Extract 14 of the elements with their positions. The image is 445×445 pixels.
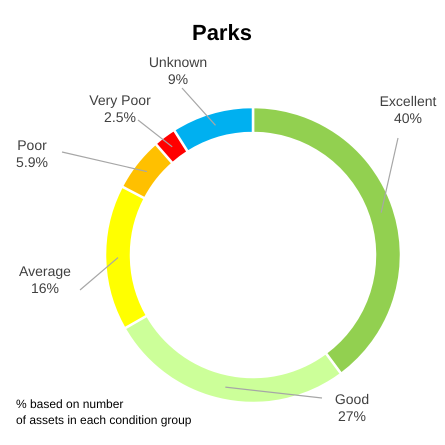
slice-label: Very Poor xyxy=(89,92,152,108)
data-label: 27% xyxy=(338,408,366,424)
data-label: 5.9% xyxy=(16,154,48,170)
slice-label: Average xyxy=(19,263,72,279)
text: % based on number of assets in each condition group xyxy=(16,397,192,427)
slice-label: Unknown xyxy=(148,54,208,70)
data-label: 2.5% xyxy=(104,109,136,125)
slice-label: Good xyxy=(334,391,370,407)
slice-label: Excellent xyxy=(380,93,437,109)
data-label: 16% xyxy=(30,280,60,296)
data-label: 9% xyxy=(168,71,188,87)
data-label: 40% xyxy=(394,110,422,126)
slice-label: Poor xyxy=(17,137,48,153)
chart-title: Parks xyxy=(192,20,252,45)
